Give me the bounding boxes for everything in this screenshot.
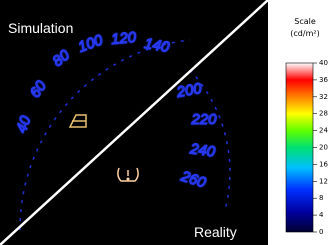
tick-label: 0 — [319, 228, 323, 236]
gauge-number-core: 220 — [190, 111, 217, 128]
tick-label: 32 — [319, 93, 328, 101]
scale-unit: (cd/m²) — [290, 29, 319, 38]
figure: 4040606080801001001201201401402002002202… — [0, 0, 333, 245]
colorbar — [286, 63, 313, 232]
tick-label: 12 — [319, 177, 328, 185]
reality-label: Reality — [194, 224, 237, 240]
tick-label: 36 — [319, 76, 328, 84]
tick-label: 16 — [319, 160, 328, 168]
tick-label: 20 — [319, 144, 328, 152]
scale-title: Scale — [294, 17, 316, 26]
simulation-label: Simulation — [8, 20, 73, 36]
gauge-number-core: 120 — [110, 29, 137, 48]
tick-label: 24 — [319, 127, 328, 135]
tick-label: 40 — [319, 59, 328, 67]
tick-label: 8 — [319, 194, 323, 202]
tick-label: 4 — [319, 211, 324, 219]
scale-ticks: 0 4 8 12 16 20 24 28 32 36 40 — [313, 59, 328, 236]
tick-label: 28 — [319, 110, 328, 118]
